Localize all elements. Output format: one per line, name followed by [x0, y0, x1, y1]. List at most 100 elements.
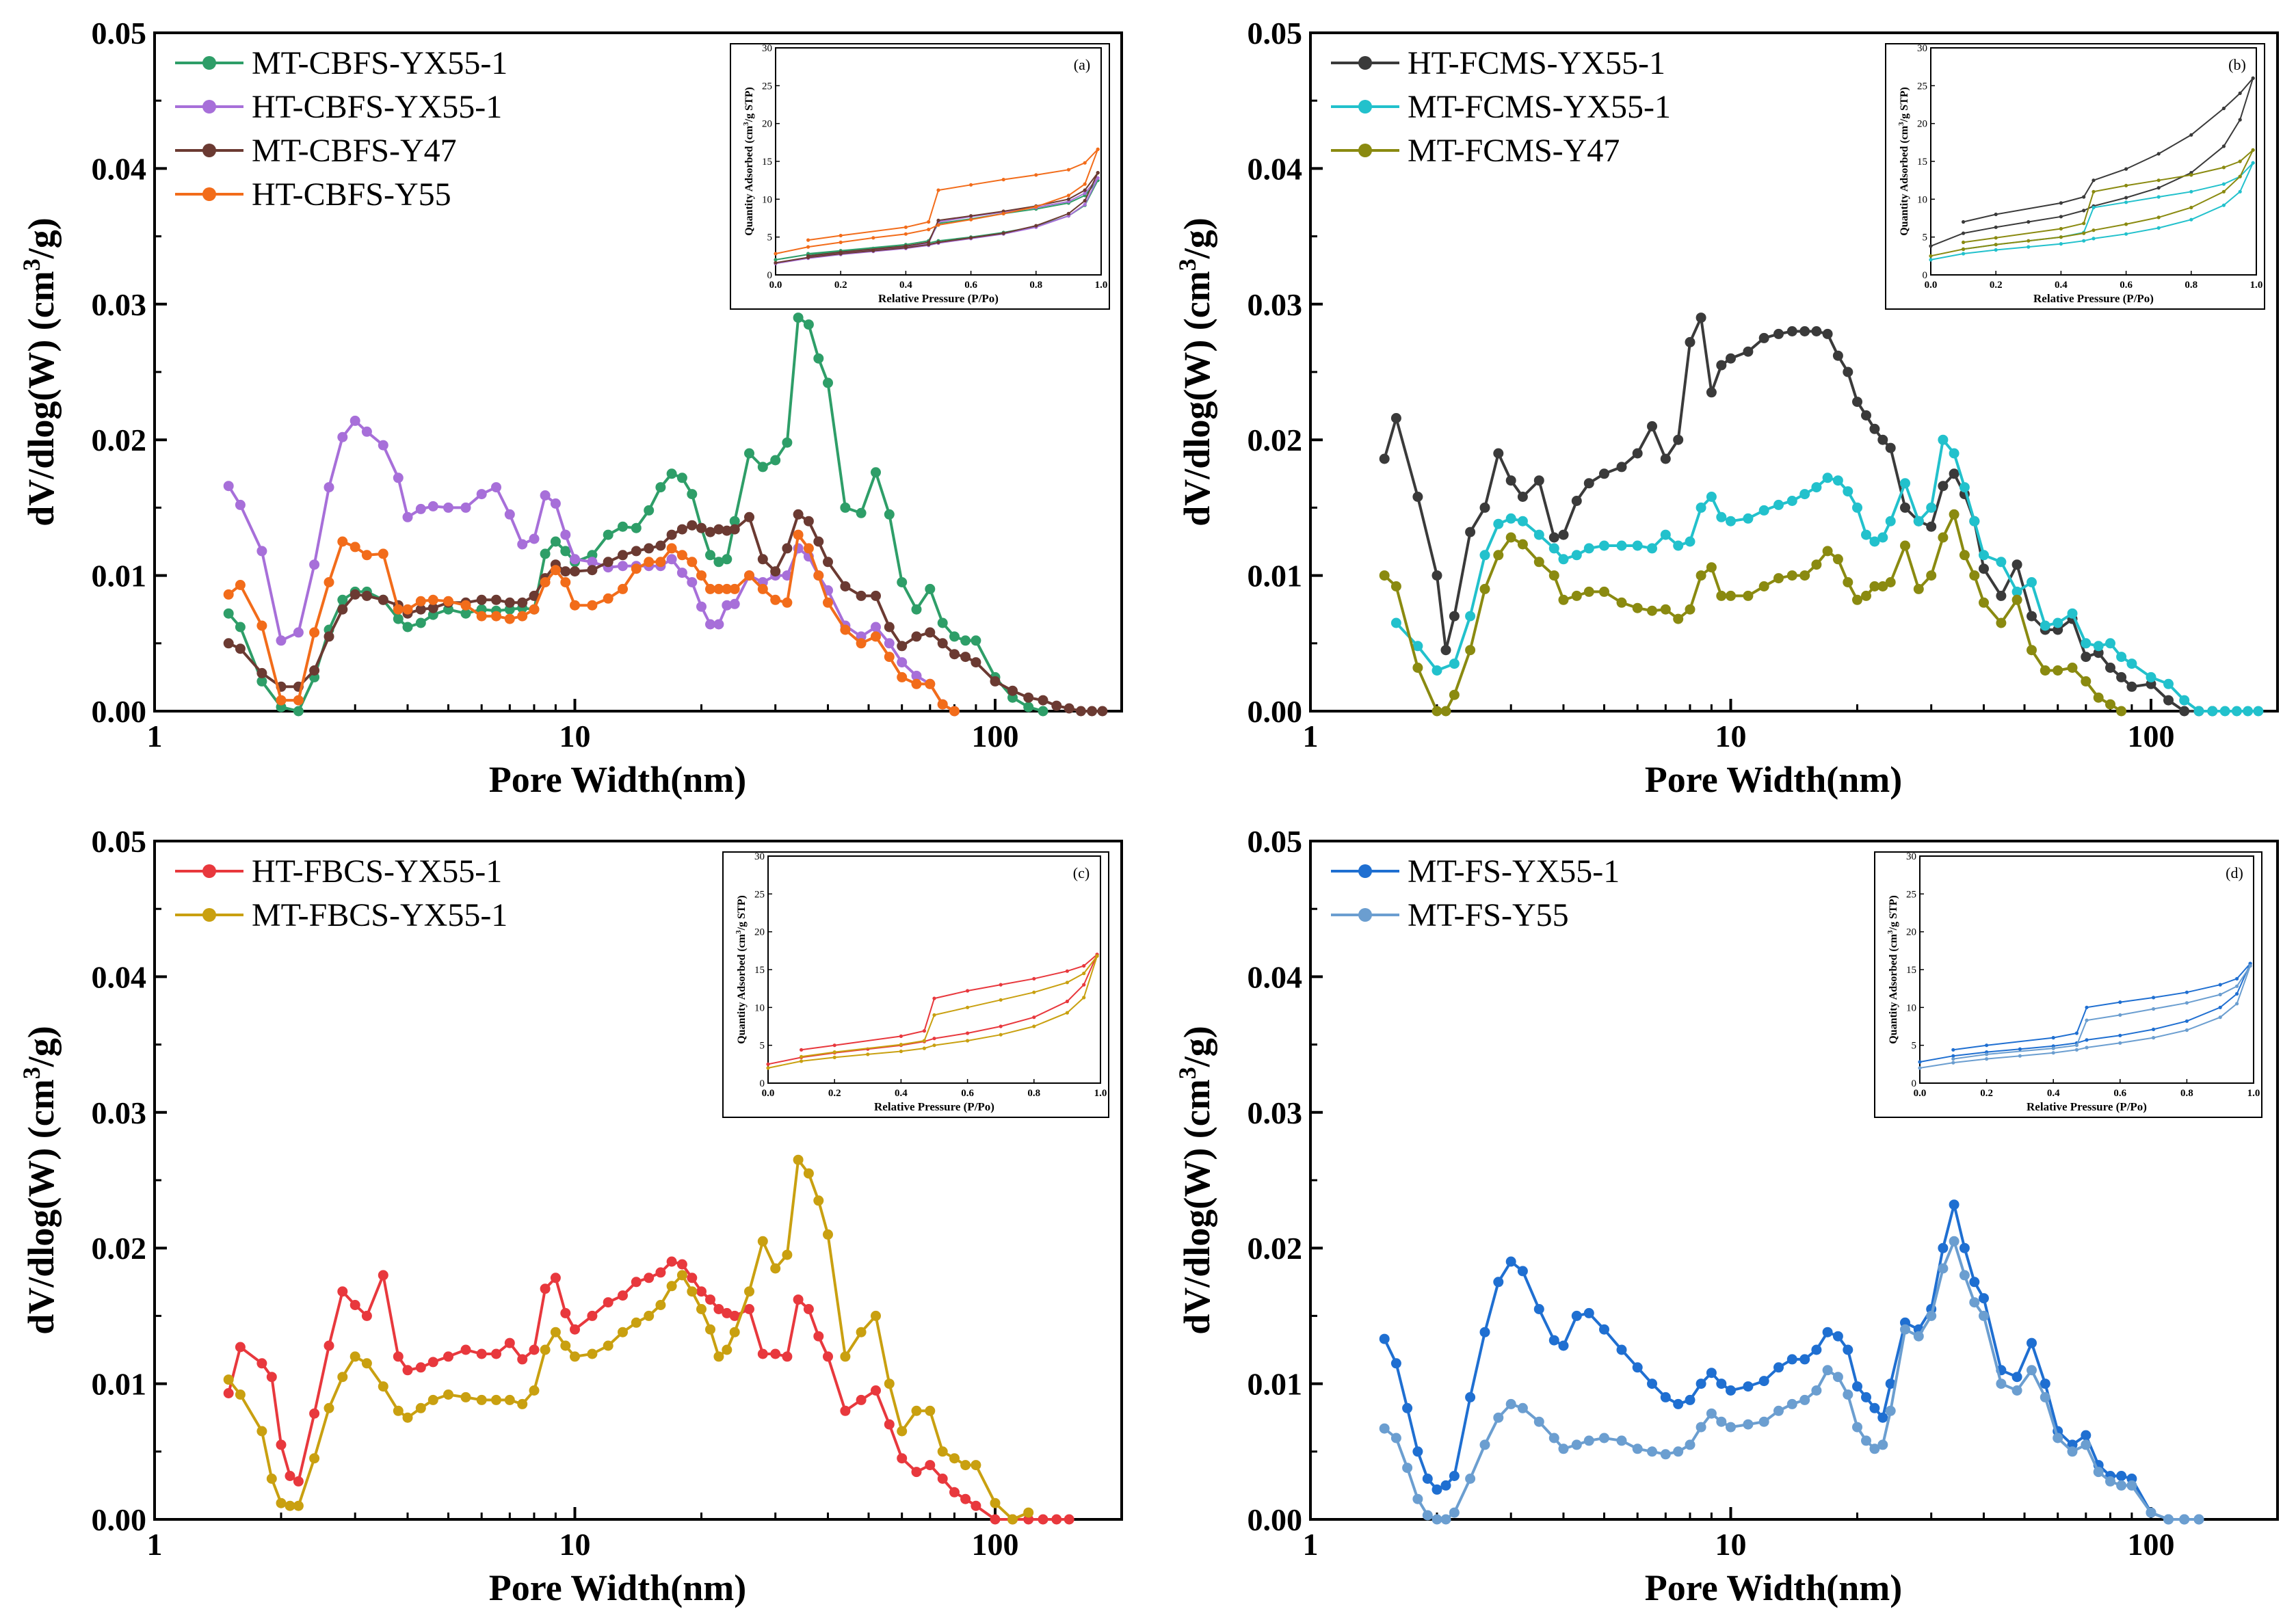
data-point — [1822, 546, 1833, 557]
legend-label: MT-FCMS-Y47 — [1408, 133, 1620, 169]
data-point — [1843, 1344, 1853, 1355]
data-point — [911, 604, 922, 615]
y-tick-label: 0.03 — [1248, 287, 1303, 322]
inset-point — [1095, 954, 1099, 958]
inset-y-title-end: /g STP) — [743, 87, 755, 122]
inset-point — [1082, 996, 1086, 1000]
data-point — [415, 1362, 426, 1373]
series-MT-FBCS-YX55-1 — [223, 1154, 1034, 1525]
inset-point — [774, 258, 778, 262]
data-point — [1877, 581, 1888, 591]
data-point — [1412, 1446, 1423, 1457]
inset-point — [1985, 1057, 1989, 1061]
data-point — [744, 570, 754, 581]
data-point — [666, 554, 677, 565]
data-point — [1038, 706, 1048, 717]
data-point — [256, 1426, 267, 1437]
inset-point — [927, 228, 931, 232]
data-point — [1505, 1256, 1516, 1267]
data-point — [223, 481, 234, 492]
data-point — [925, 678, 936, 689]
inset-point — [1001, 211, 1005, 215]
x-tick-label: 1 — [147, 719, 163, 754]
inset-point — [969, 214, 973, 218]
data-point — [782, 597, 793, 608]
x-axis-title: Pore Width(nm) — [1645, 759, 1903, 800]
data-point — [1599, 540, 1609, 551]
data-point — [1938, 532, 1949, 543]
data-point — [729, 524, 740, 535]
data-point — [427, 1357, 438, 1368]
data-point — [1390, 413, 1401, 423]
inset-point — [1962, 219, 1966, 224]
inset-point — [1962, 247, 1966, 251]
inset-point — [1962, 231, 1966, 235]
inset-point — [1929, 244, 1933, 248]
legend-marker — [202, 908, 216, 922]
data-point — [897, 1426, 908, 1437]
data-point — [443, 502, 453, 513]
inset-point — [839, 233, 843, 238]
data-point — [235, 622, 246, 633]
data-point — [324, 631, 334, 642]
inset-point — [2092, 237, 2096, 241]
inset-point — [1032, 976, 1036, 981]
y-tick-label: 0.02 — [92, 1231, 147, 1266]
series-MT-FCMS-Y47 — [1379, 509, 2127, 717]
inset-frame — [722, 851, 1109, 1118]
inset-point — [899, 1034, 903, 1038]
inset-x-tick-label: 0.6 — [961, 1088, 974, 1099]
data-point — [676, 472, 687, 483]
data-point — [1811, 1344, 1822, 1355]
data-point — [2081, 1439, 2092, 1450]
data-point — [1431, 570, 1442, 581]
data-point — [587, 1310, 598, 1321]
data-point — [949, 1487, 960, 1497]
data-point — [871, 622, 881, 633]
legend-label: HT-FBCS-YX55-1 — [252, 853, 502, 890]
data-point — [540, 577, 551, 587]
data-point — [1877, 434, 1888, 445]
x-tick-label: 1 — [1303, 719, 1319, 754]
data-point — [1465, 1392, 1476, 1402]
data-point — [2093, 641, 2104, 652]
inset-point — [2085, 1005, 2089, 1009]
y-axis-title-main: dV/dlog(W) (cm — [21, 1079, 62, 1334]
data-point — [1571, 590, 1582, 601]
inset-y-tick-label: 0 — [760, 1078, 765, 1089]
inset-point — [1994, 236, 1998, 240]
y-tick-label: 0.02 — [1248, 423, 1303, 457]
inset-y-tick-label: 20 — [1917, 119, 1927, 130]
data-point — [1822, 1327, 1833, 1337]
data-point — [1949, 1236, 1959, 1247]
data-point — [813, 1331, 824, 1342]
inset-point — [1082, 963, 1086, 968]
data-point — [1685, 536, 1695, 547]
data-point — [540, 1283, 551, 1294]
data-point — [2011, 586, 2022, 597]
inset-point — [2059, 226, 2063, 231]
data-point — [897, 1453, 908, 1464]
inset-point — [2238, 159, 2242, 163]
data-point — [1913, 1331, 1924, 1342]
data-point — [618, 550, 628, 561]
inset-point — [2118, 1041, 2122, 1045]
data-point — [235, 1389, 246, 1400]
data-point — [2067, 1446, 2078, 1457]
data-point — [1571, 550, 1582, 561]
inset-point — [2238, 174, 2242, 178]
inset-point — [2235, 976, 2239, 981]
inset-point — [2235, 1002, 2239, 1006]
data-point — [1949, 448, 1959, 459]
inset-y-tick-label: 20 — [754, 927, 765, 938]
data-point — [666, 1256, 677, 1267]
data-point — [644, 1310, 655, 1321]
data-point — [1660, 1392, 1671, 1402]
data-point — [655, 557, 666, 568]
data-point — [631, 1277, 642, 1288]
inset-point — [969, 236, 973, 240]
data-point — [823, 1229, 833, 1240]
data-point — [1023, 702, 1034, 713]
inset-point — [1034, 224, 1038, 228]
